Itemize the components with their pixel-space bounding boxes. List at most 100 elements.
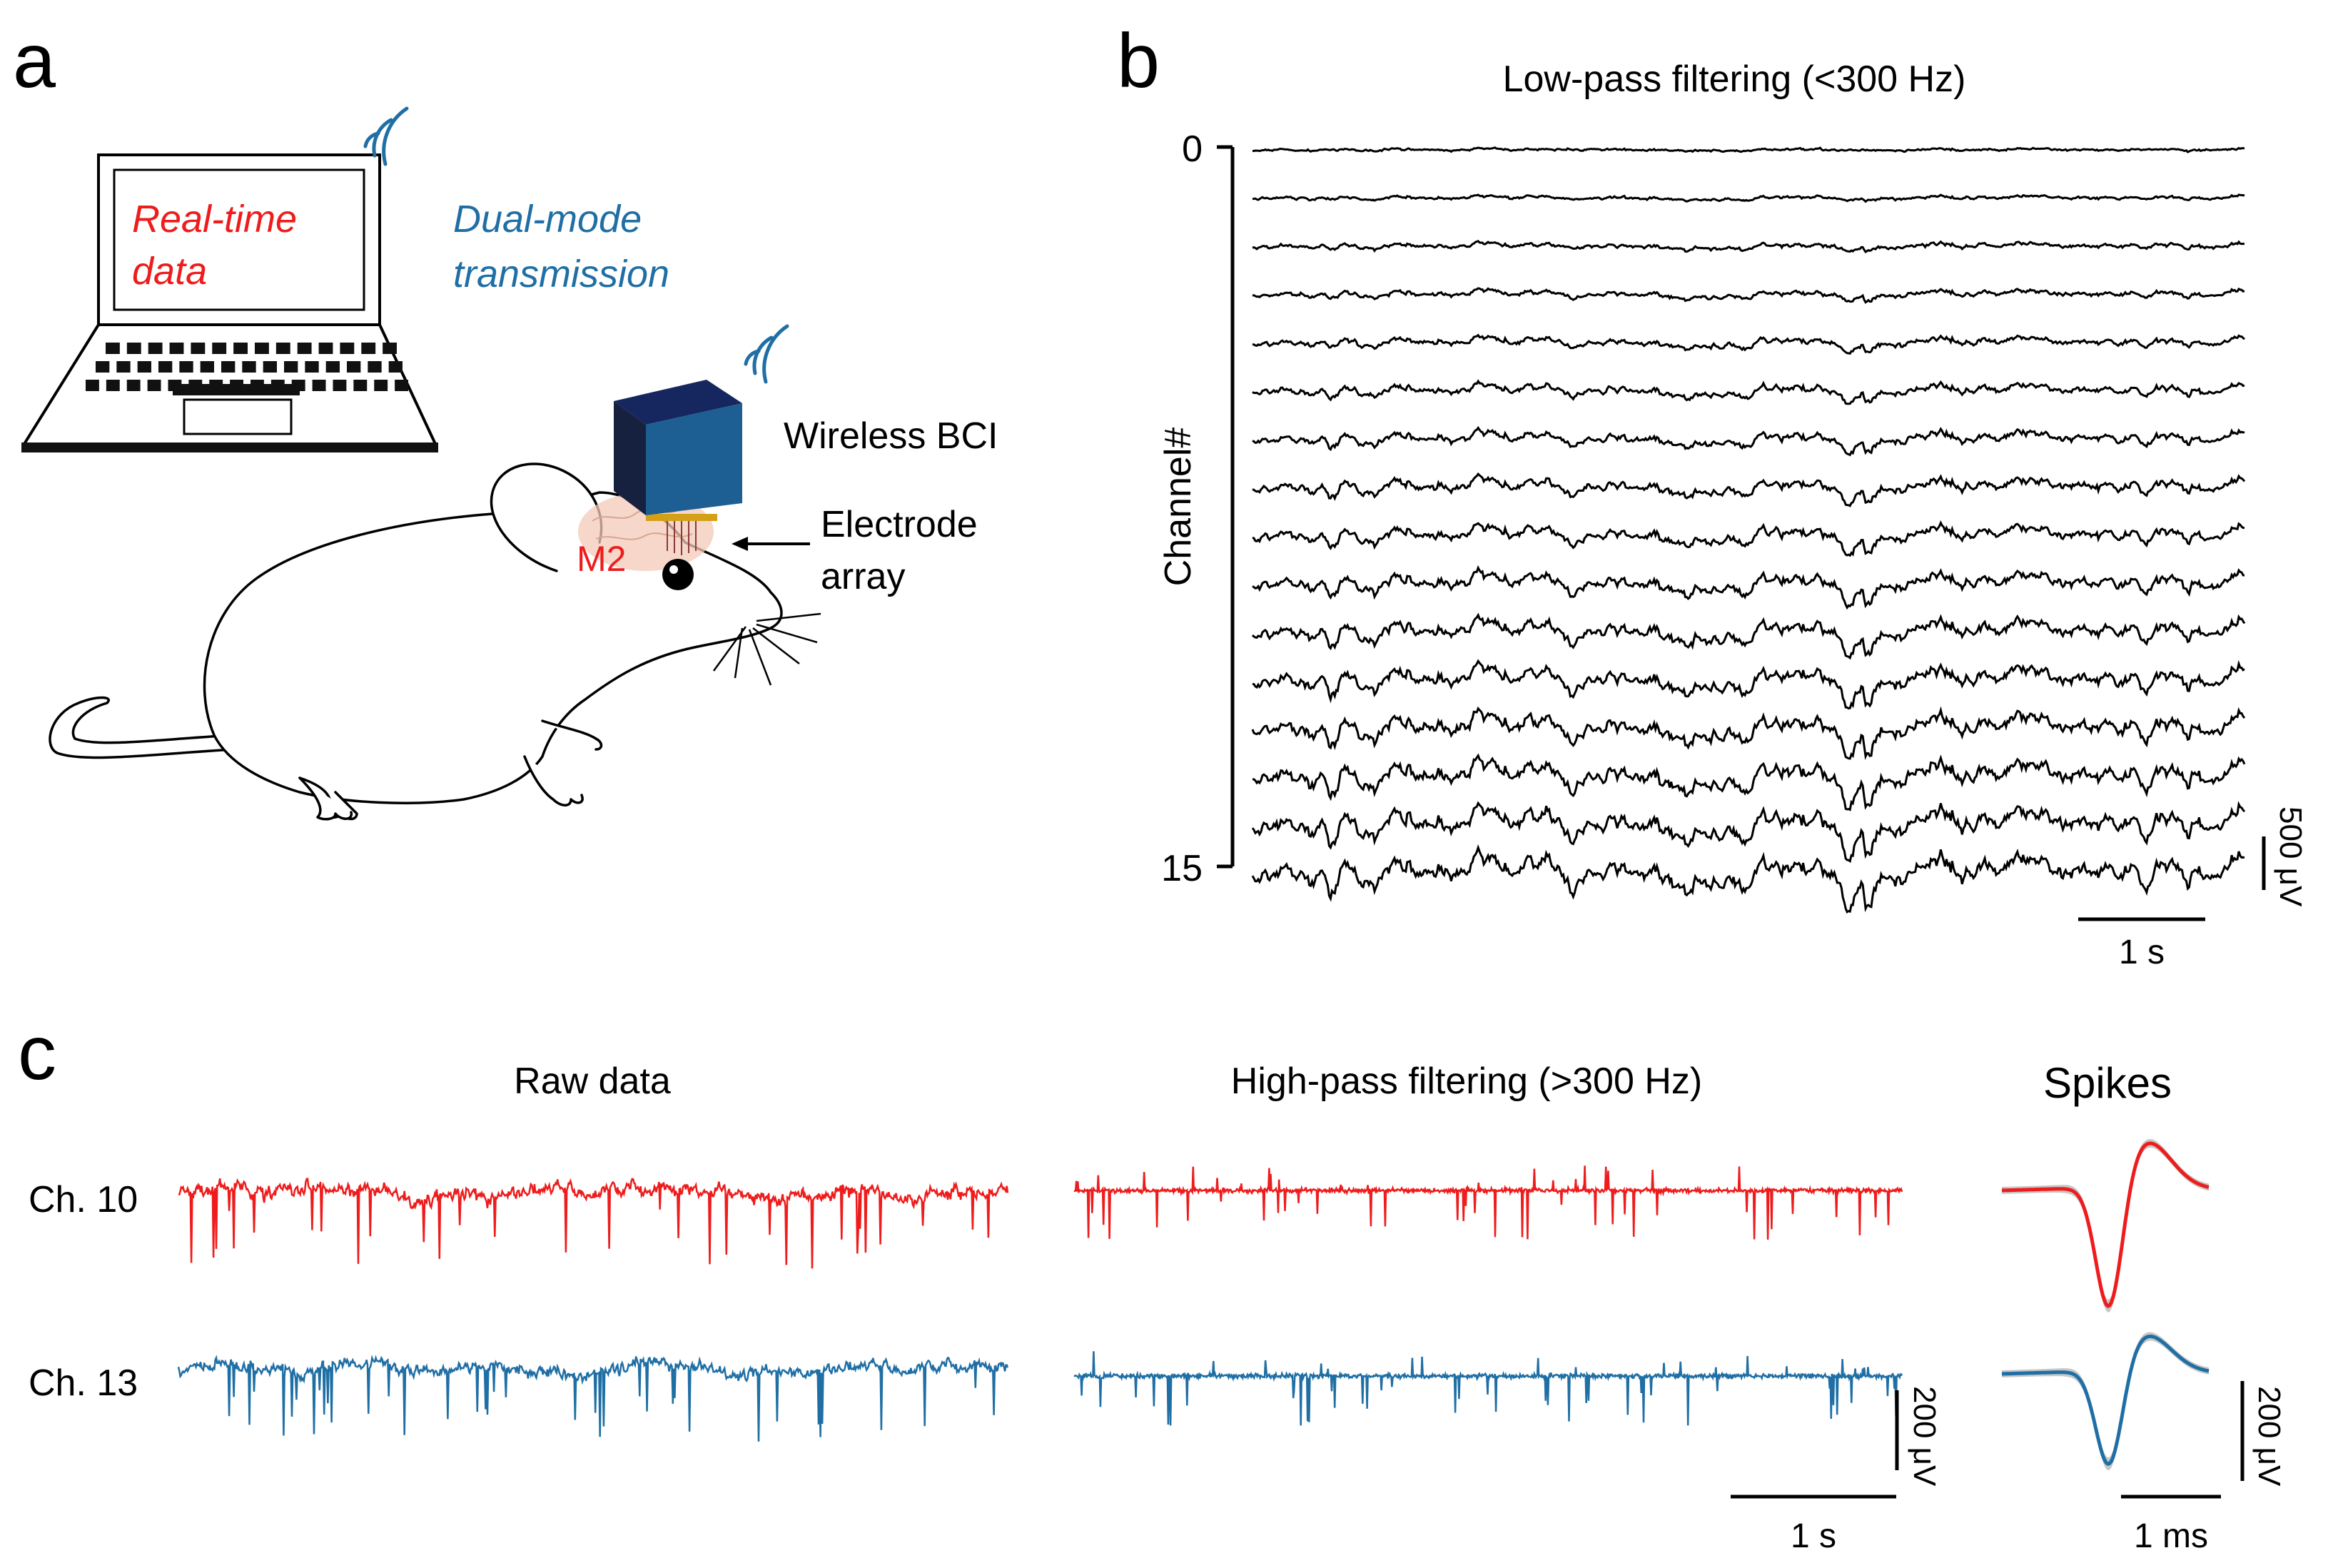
keyboard-key	[263, 361, 277, 373]
keyboard-key	[200, 361, 214, 373]
mouse-whiskers	[712, 612, 821, 686]
scalebar-time-c2-label: 1 ms	[2134, 1517, 2208, 1555]
spikes-title: Spikes	[2043, 1059, 2172, 1107]
keyboard-key	[275, 343, 290, 354]
keyboard-key	[368, 361, 382, 373]
raw-traces	[177, 1177, 1009, 1442]
keyboard-key	[297, 343, 312, 354]
keyboard-key	[305, 361, 319, 373]
bci-label: Wireless BCI	[784, 415, 998, 457]
hp-trace-ch10	[1073, 1165, 1903, 1240]
lfp-trace-channel-13	[1252, 753, 2246, 811]
keyboard-key	[169, 343, 184, 354]
lfp-trace-channel-6	[1252, 425, 2245, 457]
mouse-front-leg	[541, 719, 603, 751]
hp-trace-ch13	[1073, 1351, 1903, 1426]
panel-label-b: b	[1117, 17, 1160, 103]
keyboard-key	[312, 380, 326, 391]
keyboard-key	[179, 361, 193, 373]
y-tick-top: 0	[1182, 128, 1203, 170]
lfp-trace-channel-14	[1251, 801, 2246, 864]
lfp-trace-channel-5	[1252, 379, 2245, 405]
bci-side	[614, 401, 646, 515]
keyboard-key	[361, 343, 376, 354]
keyboard-key	[147, 380, 161, 391]
laptop-base-edge	[21, 442, 438, 452]
keyboard-key	[96, 361, 110, 373]
scalebar-voltage-c2-label: 200 μV	[2252, 1386, 2287, 1487]
electrode-array	[646, 514, 717, 555]
arrow-head-icon	[732, 537, 748, 551]
scalebar-voltage-b-label: 500 μV	[2273, 806, 2308, 907]
mouse-tail	[49, 696, 237, 759]
spike-waveforms	[2001, 1138, 2210, 1471]
brain-region	[578, 492, 714, 571]
lfp-trace-channel-9	[1252, 565, 2245, 610]
lfp-trace-channel-11	[1252, 659, 2245, 710]
lfp-trace-channel-1	[1252, 193, 2245, 203]
panel-c: c Raw data High-pass filtering (>300 Hz)…	[18, 1009, 2287, 1555]
keyboard-key	[158, 361, 173, 373]
keyboard-key	[221, 361, 236, 373]
lfp-trace-channel-12	[1251, 706, 2246, 760]
channel-label-2: Ch. 13	[29, 1362, 138, 1404]
mouse-eye-glint	[669, 565, 678, 574]
keyboard-key	[233, 343, 248, 354]
keyboard-key	[137, 361, 151, 373]
lfp-trace-channel-3	[1252, 287, 2245, 304]
electrode-label-line1: Electrode	[821, 504, 978, 545]
keyboard-key	[374, 380, 388, 391]
keyboard-spacebar	[173, 384, 300, 395]
keyboard-key	[284, 361, 298, 373]
keyboard-key	[340, 343, 355, 354]
keyboard-key	[106, 343, 120, 354]
lfp-trace-channel-10	[1251, 612, 2246, 660]
lfp-trace-channel-2	[1252, 240, 2245, 254]
panel-b: b Low-pass filtering (<300 Hz) 0 15 Chan…	[1117, 17, 2308, 971]
scalebar-time-b-label: 1 s	[2119, 934, 2165, 971]
hp-title: High-pass filtering (>300 Hz)	[1231, 1061, 1702, 1102]
raw-trace-ch13	[177, 1355, 1009, 1442]
lfp-trace-channel-8	[1252, 520, 2245, 557]
spike-ch13-mean	[2001, 1335, 2210, 1466]
panel-label-a: a	[13, 17, 56, 103]
keyboard-key	[395, 380, 408, 391]
panel-b-title: Low-pass filtering (<300 Hz)	[1503, 59, 1966, 100]
raw-title: Raw data	[514, 1061, 671, 1102]
lfp-trace-channel-4	[1252, 333, 2245, 355]
laptop-trackpad	[183, 398, 293, 435]
raw-trace-ch10	[178, 1177, 1009, 1269]
spike-ch10-mean	[2001, 1141, 2210, 1308]
keyboard-key	[126, 380, 141, 391]
transmission-text-line2: transmission	[453, 253, 669, 295]
keyboard-key	[353, 380, 368, 391]
keyboard-key	[255, 343, 269, 354]
keyboard-key	[347, 361, 361, 373]
bci-top	[614, 380, 742, 425]
mouse-eye	[662, 559, 694, 590]
laptop-text-line2: data	[132, 250, 207, 293]
lfp-trace-channel-15	[1251, 844, 2245, 914]
electrode-label-line2: array	[821, 556, 905, 597]
wifi-icon	[744, 324, 789, 384]
keyboard-key	[106, 380, 120, 391]
keyboard-key	[333, 380, 347, 391]
spike-ch13-sem-band	[2002, 1332, 2209, 1471]
y-tick-bottom: 15	[1161, 848, 1203, 889]
laptop-text-line1: Real-time	[132, 198, 297, 241]
scalebar-voltage-c1-label: 200 μV	[1907, 1386, 1942, 1487]
laptop-illustration: Real-time data	[21, 153, 438, 452]
lfp-trace-channel-7	[1252, 472, 2246, 507]
keyboard-key	[242, 361, 256, 373]
mouse-front-paw	[523, 755, 584, 806]
keyboard-key	[212, 343, 227, 354]
transmission-text-line1: Dual-mode	[453, 198, 642, 241]
keyboard-key	[126, 343, 141, 354]
wireless-bci-device	[614, 380, 742, 515]
keyboard-key	[86, 380, 99, 391]
lfp-traces	[1251, 146, 2246, 914]
electrode-connector	[646, 514, 717, 521]
keyboard-key	[325, 361, 340, 373]
channel-label-1: Ch. 10	[29, 1179, 138, 1220]
